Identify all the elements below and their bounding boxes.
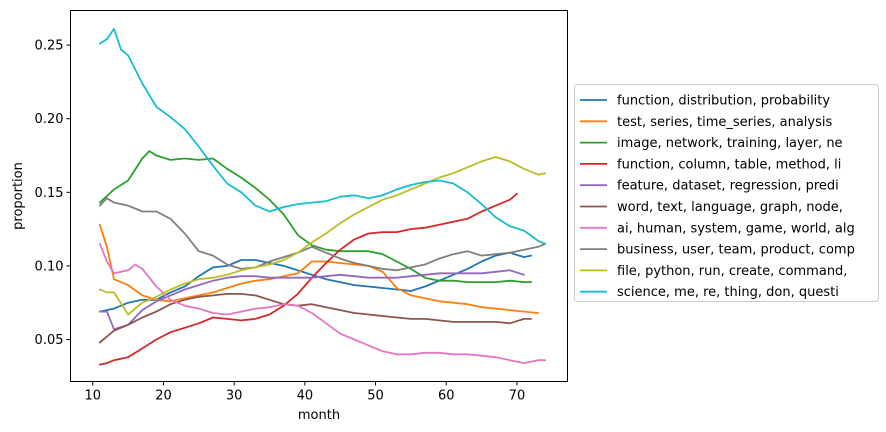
- legend-label-6: word, text, language, graph, node,: [617, 200, 843, 215]
- series-line-9: [98, 156, 547, 316]
- y-axis: 0.05 0.10 0.15 0.20 0.25: [35, 39, 71, 348]
- legend-label-2: test, series, time_series, analysis: [617, 115, 832, 130]
- x-axis: 10 20 30 40 50 60 70: [84, 381, 526, 404]
- y-tick-label: 0.20: [35, 112, 64, 127]
- x-tick-label: 70: [509, 389, 526, 404]
- series-line-4: [98, 192, 518, 366]
- x-tick-label: 20: [155, 389, 172, 404]
- legend-label-10: science, me, re, thing, don, questi: [617, 285, 839, 300]
- legend-label-1: function, distribution, probability: [617, 94, 830, 109]
- legend-label-4: function, column, table, method, li: [617, 157, 841, 172]
- legend-label-3: image, network, training, layer, ne: [617, 136, 843, 151]
- x-axis-label: month: [298, 408, 340, 423]
- series-line-6: [98, 292, 532, 344]
- legend-label-7: ai, human, system, game, world, alg: [617, 221, 855, 236]
- legend-label-5: feature, dataset, regression, predi: [617, 179, 839, 194]
- x-tick-label: 30: [226, 389, 243, 404]
- legend-frame: [574, 84, 879, 302]
- plot-area: [98, 27, 547, 366]
- x-tick-label: 60: [438, 389, 455, 404]
- y-tick-label: 0.10: [35, 259, 64, 274]
- x-tick-label: 40: [297, 389, 314, 404]
- series-line-3: [98, 150, 532, 284]
- y-tick-label: 0.25: [35, 39, 64, 54]
- x-tick-label: 10: [84, 389, 101, 404]
- x-tick-label: 50: [367, 389, 384, 404]
- series-line-8: [98, 197, 547, 272]
- series-line-10: [98, 27, 547, 245]
- legend-label-9: file, python, run, create, command,: [617, 264, 847, 279]
- y-tick-label: 0.15: [35, 186, 64, 201]
- series-line-7: [98, 242, 547, 365]
- y-axis-label: proportion: [11, 162, 26, 230]
- legend: function, distribution, probability test,…: [574, 84, 879, 302]
- legend-label-8: business, user, team, product, comp: [617, 243, 855, 258]
- series-line-5: [98, 269, 525, 331]
- y-tick-label: 0.05: [35, 333, 64, 348]
- plot-frame: [70, 10, 568, 382]
